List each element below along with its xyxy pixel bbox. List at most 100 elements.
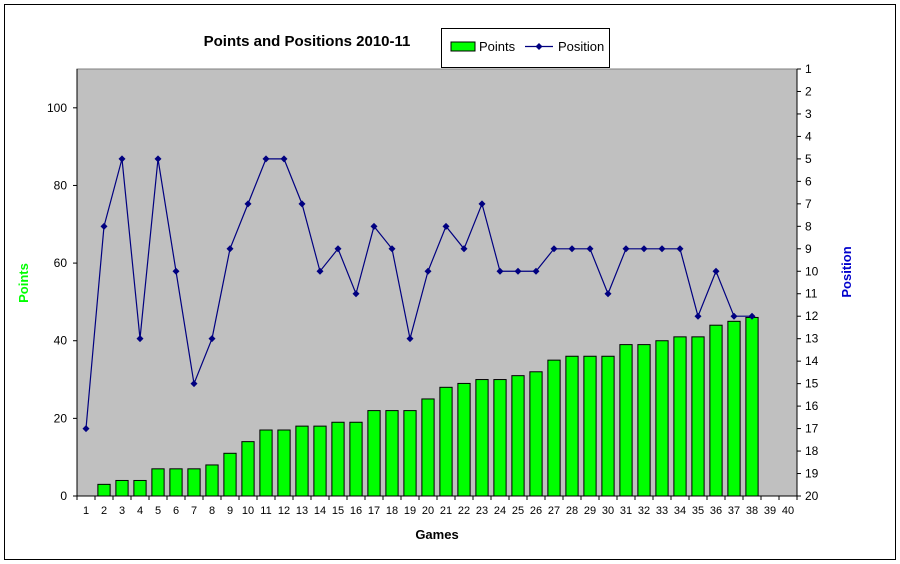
- x-tick-label: 33: [656, 505, 668, 517]
- points-bar: [655, 340, 669, 497]
- position-marker: [226, 245, 234, 253]
- position-marker: [532, 267, 540, 275]
- x-tick-label: 39: [764, 505, 776, 517]
- points-bar: [205, 464, 219, 497]
- right-tick-label: 9: [805, 242, 812, 256]
- points-bar: [637, 344, 651, 497]
- position-marker: [388, 245, 396, 253]
- points-bar: [115, 479, 129, 497]
- position-marker: [442, 222, 450, 230]
- x-tick-label: 25: [512, 505, 524, 517]
- points-bar: [367, 410, 381, 497]
- position-marker: [658, 245, 666, 253]
- x-tick-label: 35: [692, 505, 704, 517]
- x-tick-label: 9: [227, 505, 233, 517]
- points-bar: [313, 425, 327, 497]
- right-tick-label: 15: [805, 377, 819, 391]
- position-marker: [424, 267, 432, 275]
- x-tick-label: 21: [440, 505, 452, 517]
- x-tick-label: 32: [638, 505, 650, 517]
- points-bar: [223, 452, 237, 497]
- points-bar: [403, 410, 417, 497]
- right-tick-label: 10: [805, 264, 819, 278]
- position-marker: [100, 222, 108, 230]
- left-tick-label: 60: [54, 256, 68, 270]
- x-tick-label: 19: [404, 505, 416, 517]
- x-tick-label: 13: [296, 505, 308, 517]
- position-marker: [478, 200, 486, 208]
- x-tick-label: 11: [260, 505, 271, 517]
- position-line-series: [82, 155, 756, 433]
- position-marker: [208, 335, 216, 343]
- right-tick-label: 2: [805, 84, 812, 98]
- points-bar: [547, 359, 561, 497]
- points-bar: [169, 468, 183, 497]
- right-tick-label: 18: [805, 444, 819, 458]
- x-tick-label: 15: [332, 505, 344, 517]
- position-marker: [748, 312, 756, 320]
- points-bar: [259, 429, 273, 497]
- position-marker: [712, 267, 720, 275]
- points-bar: [187, 468, 201, 497]
- right-tick-label: 4: [805, 129, 812, 143]
- position-marker: [82, 425, 90, 433]
- points-bar: [727, 320, 741, 497]
- x-tick-label: 18: [386, 505, 398, 517]
- x-tick-label: 37: [728, 505, 740, 517]
- left-tick-label: 0: [60, 489, 67, 503]
- position-marker: [676, 245, 684, 253]
- right-tick-label: 14: [805, 354, 819, 368]
- right-tick-label: 16: [805, 399, 819, 413]
- left-tick-label: 80: [54, 178, 68, 192]
- position-marker: [136, 335, 144, 343]
- x-tick-label: 26: [530, 505, 542, 517]
- left-tick-label: 100: [47, 101, 67, 115]
- x-tick-label: 2: [101, 505, 107, 517]
- position-marker: [406, 335, 414, 343]
- position-marker: [568, 245, 576, 253]
- x-tick-label: 12: [278, 505, 290, 517]
- x-tick-label: 6: [173, 505, 179, 517]
- position-marker: [190, 380, 198, 388]
- x-axis-title: Games: [415, 527, 458, 542]
- right-tick-label: 17: [805, 422, 819, 436]
- points-bar: [439, 386, 453, 497]
- position-marker: [262, 155, 270, 163]
- x-tick-label: 29: [584, 505, 596, 517]
- position-marker: [514, 267, 522, 275]
- x-tick-label: 17: [368, 505, 380, 517]
- x-tick-label: 28: [566, 505, 578, 517]
- legend-position-label: Position: [558, 39, 604, 54]
- points-bar: [331, 421, 345, 497]
- legend: Points Position: [441, 28, 610, 68]
- points-bar: [673, 336, 687, 497]
- right-tick-label: 13: [805, 332, 819, 346]
- x-tick-label: 14: [314, 505, 326, 517]
- x-tick-label: 5: [155, 505, 161, 517]
- legend-points-label: Points: [479, 39, 516, 54]
- points-bar: [565, 355, 579, 497]
- position-marker: [694, 312, 702, 320]
- points-bar: [583, 355, 597, 497]
- points-bar: [295, 425, 309, 497]
- legend-position-marker: [535, 43, 543, 50]
- position-marker: [118, 155, 126, 163]
- position-marker: [298, 200, 306, 208]
- x-tick-label: 8: [209, 505, 215, 517]
- x-tick-label: 1: [83, 505, 89, 517]
- left-axis-ticks: 0 20 40 60 80 100: [47, 101, 77, 503]
- right-tick-label: 5: [805, 152, 812, 166]
- x-tick-label: 3: [119, 505, 125, 517]
- left-tick-label: 20: [54, 411, 68, 425]
- points-bar: [529, 371, 543, 497]
- position-marker: [730, 312, 738, 320]
- right-tick-label: 11: [805, 287, 818, 301]
- right-tick-label: 6: [805, 174, 812, 188]
- x-tick-label: 22: [458, 505, 470, 517]
- right-tick-label: 19: [805, 467, 819, 481]
- x-tick-label: 38: [746, 505, 758, 517]
- x-tick-label: 24: [494, 505, 506, 517]
- left-tick-label: 40: [54, 334, 68, 348]
- points-bar: [493, 379, 507, 497]
- points-bar: [349, 421, 363, 497]
